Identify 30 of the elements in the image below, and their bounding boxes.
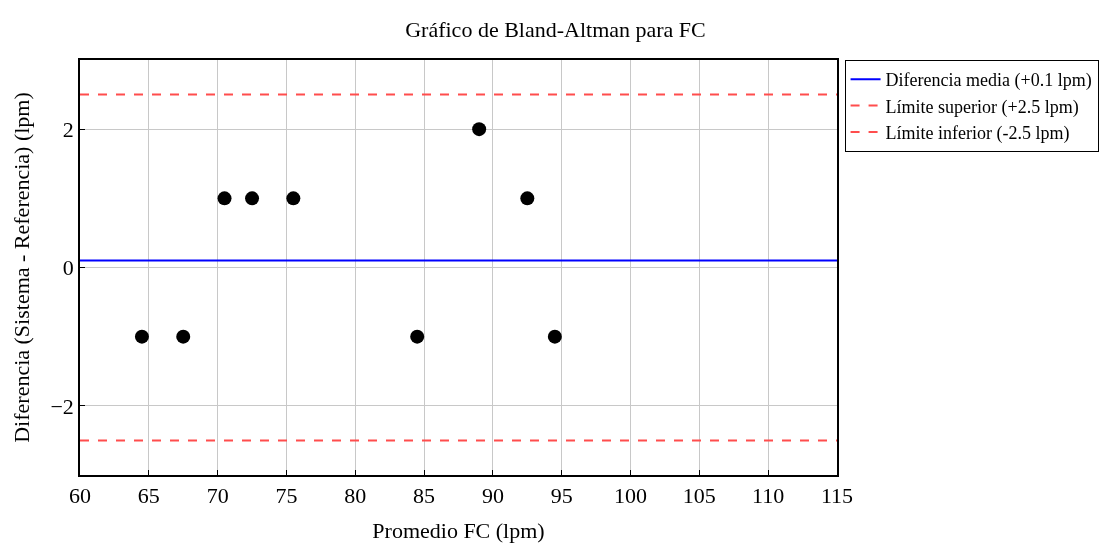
- y-axis-title: Diferencia (Sistema - Referencia) (lpm): [8, 92, 34, 443]
- point: [472, 122, 487, 137]
- x-tick-label: 85: [413, 483, 436, 509]
- legend-label: Diferencia media (+0.1 lpm): [885, 70, 1092, 92]
- y-tick-label: 2: [62, 116, 74, 142]
- y-tick-label: 0: [62, 255, 74, 281]
- x-tick-label: 95: [550, 483, 573, 509]
- x-tick-label: 90: [481, 483, 504, 509]
- x-tick-label: 80: [344, 483, 367, 509]
- point: [410, 329, 425, 344]
- y-tick-label: −2: [50, 393, 74, 419]
- x-tick-label: 65: [137, 483, 160, 509]
- point: [286, 191, 301, 206]
- ref-line-label: Límite superior (+2.5 lpm): [885, 96, 1079, 118]
- x-axis-title: Promedio FC (lpm): [372, 517, 545, 543]
- point: [520, 191, 535, 206]
- chart-title: Gráfico de Bland-Altman para FC: [405, 17, 706, 43]
- legend-label: Límite inferior (-2.5 lpm): [885, 123, 1070, 145]
- point: [176, 329, 191, 344]
- point: [547, 329, 562, 344]
- x-tick-label: 115: [820, 483, 854, 509]
- x-tick-label: 105: [682, 483, 716, 509]
- x-tick-label: 110: [752, 483, 785, 509]
- x-tick-label: 70: [206, 483, 229, 509]
- point: [217, 191, 232, 206]
- point: [134, 329, 149, 344]
- x-tick-label: 100: [614, 483, 648, 509]
- point: [245, 191, 260, 206]
- x-tick-label: 75: [275, 483, 298, 509]
- x-tick-label: 60: [69, 483, 91, 509]
